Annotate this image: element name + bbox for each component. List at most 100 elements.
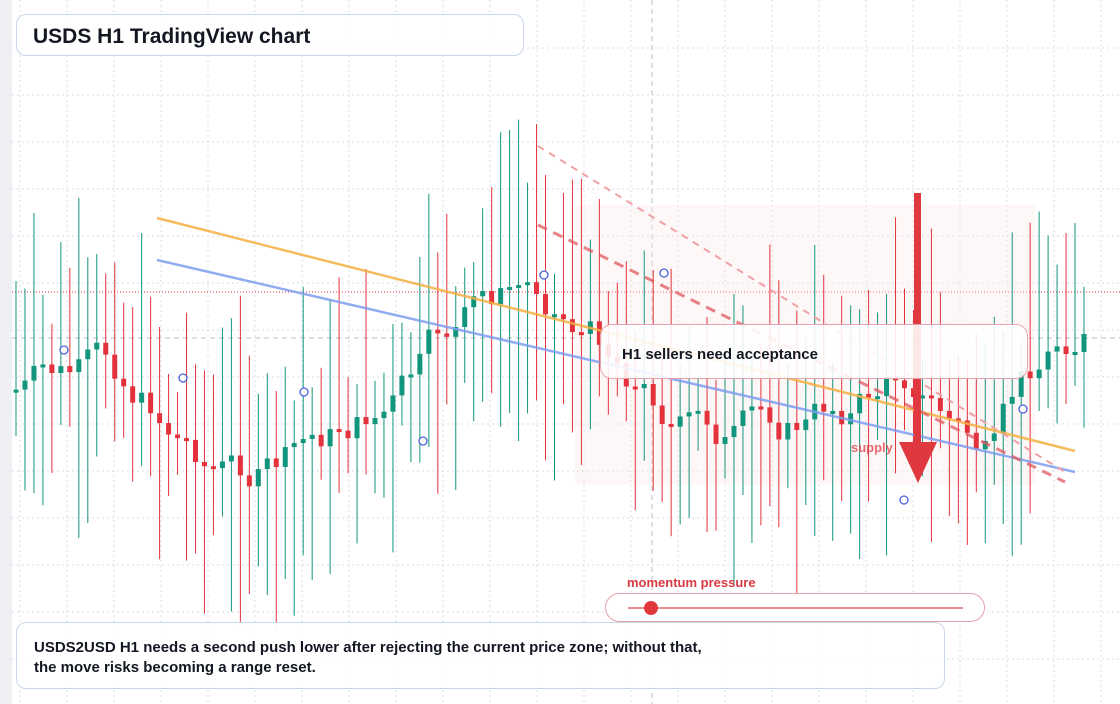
candle-body bbox=[426, 329, 432, 354]
candle-body bbox=[121, 378, 127, 387]
candle-body bbox=[928, 395, 934, 399]
candle-body bbox=[22, 380, 28, 390]
candle-body bbox=[157, 413, 163, 424]
candle-body bbox=[1009, 396, 1015, 404]
candle-body bbox=[381, 411, 387, 419]
candle-body bbox=[767, 407, 773, 423]
candle-body bbox=[695, 410, 701, 414]
candle-body bbox=[435, 329, 441, 334]
candle-body bbox=[830, 411, 836, 415]
candle-body bbox=[148, 392, 154, 414]
candle-body bbox=[498, 288, 504, 305]
candle-body bbox=[318, 434, 324, 447]
candle-body bbox=[210, 466, 216, 470]
candle-body bbox=[462, 307, 468, 328]
candle-body bbox=[40, 364, 46, 368]
candle-body bbox=[345, 430, 351, 439]
candle-body bbox=[659, 405, 665, 424]
candle-body bbox=[1036, 369, 1042, 379]
candle-body bbox=[219, 461, 225, 469]
pivot-marker bbox=[59, 345, 69, 355]
candle-body bbox=[821, 403, 827, 412]
pivot-marker bbox=[178, 373, 188, 383]
candle-body bbox=[910, 388, 916, 398]
candle-body bbox=[731, 425, 737, 438]
candle-body bbox=[130, 386, 136, 403]
candle-body bbox=[525, 282, 531, 286]
candle-body bbox=[237, 455, 243, 476]
candle-body bbox=[884, 376, 890, 397]
candle-body bbox=[139, 392, 145, 403]
candle-body bbox=[560, 314, 566, 320]
candle-body bbox=[67, 366, 73, 373]
pivot-marker bbox=[1018, 404, 1028, 414]
candle-body bbox=[175, 434, 181, 439]
candle-body bbox=[166, 423, 172, 435]
candle-body bbox=[982, 440, 988, 450]
candle-body bbox=[551, 314, 557, 318]
candle-body bbox=[282, 447, 288, 467]
candle-body bbox=[758, 406, 764, 410]
candle-body bbox=[264, 458, 270, 470]
candle-body bbox=[578, 332, 584, 336]
candle-body bbox=[946, 410, 952, 419]
candle-body bbox=[201, 461, 207, 467]
candle-body bbox=[255, 469, 261, 487]
candles-layer bbox=[13, 119, 1087, 631]
candle-body bbox=[875, 396, 881, 400]
candle-body bbox=[516, 285, 522, 289]
candle-body bbox=[417, 353, 423, 375]
candle-body bbox=[794, 422, 800, 431]
candle-body bbox=[919, 395, 925, 399]
candle-body bbox=[1063, 346, 1069, 354]
candle-body bbox=[228, 455, 234, 462]
acceptance-callout: H1 sellers need acceptance bbox=[600, 324, 1028, 379]
candle-body bbox=[650, 383, 656, 406]
analysis-note-card: USDS2USD H1 needs a second push lower af… bbox=[16, 622, 945, 689]
candle-body bbox=[991, 433, 997, 441]
candle-body bbox=[937, 397, 943, 411]
candle-body bbox=[192, 439, 198, 462]
momentum-knob[interactable] bbox=[644, 601, 659, 615]
candle-body bbox=[1000, 403, 1006, 434]
candle-body bbox=[363, 417, 369, 425]
candle-body bbox=[112, 354, 118, 379]
price-scale-rail bbox=[0, 0, 12, 704]
candle-body bbox=[49, 364, 55, 374]
candle-body bbox=[677, 416, 683, 427]
candle-body bbox=[184, 438, 190, 442]
pivot-marker bbox=[539, 270, 549, 280]
candle-body bbox=[489, 291, 495, 305]
pivot-marker bbox=[418, 436, 428, 446]
candle-body bbox=[1081, 333, 1087, 352]
acceptance-text: H1 sellers need acceptance bbox=[622, 346, 818, 363]
candle-body bbox=[1045, 351, 1051, 370]
candle-body bbox=[58, 366, 64, 374]
candle-body bbox=[327, 429, 333, 447]
candle-body bbox=[246, 475, 252, 487]
candle-body bbox=[857, 393, 863, 414]
pivot-marker bbox=[299, 387, 309, 397]
bearish-arrow-shaft bbox=[914, 193, 921, 448]
pivot-markers bbox=[59, 268, 1028, 505]
candle-body bbox=[713, 424, 719, 444]
candle-body bbox=[94, 342, 100, 350]
candle-body bbox=[749, 406, 755, 411]
candle-body bbox=[534, 282, 540, 295]
momentum-slider[interactable] bbox=[605, 593, 985, 622]
candle-body bbox=[291, 443, 297, 448]
pivot-marker bbox=[899, 495, 909, 505]
momentum-track-line bbox=[628, 607, 963, 609]
candle-body bbox=[668, 423, 674, 427]
candle-body bbox=[1018, 371, 1024, 397]
candle-body bbox=[354, 417, 360, 439]
candle-body bbox=[471, 296, 477, 308]
candle-body bbox=[632, 386, 638, 390]
analysis-note: USDS2USD H1 needs a second push lower af… bbox=[34, 639, 702, 676]
candle-body bbox=[31, 365, 37, 381]
candle-body bbox=[686, 412, 692, 417]
candle-body bbox=[848, 413, 854, 425]
candle-body bbox=[722, 437, 728, 444]
candle-body bbox=[902, 380, 908, 389]
candle-body bbox=[1072, 351, 1078, 355]
